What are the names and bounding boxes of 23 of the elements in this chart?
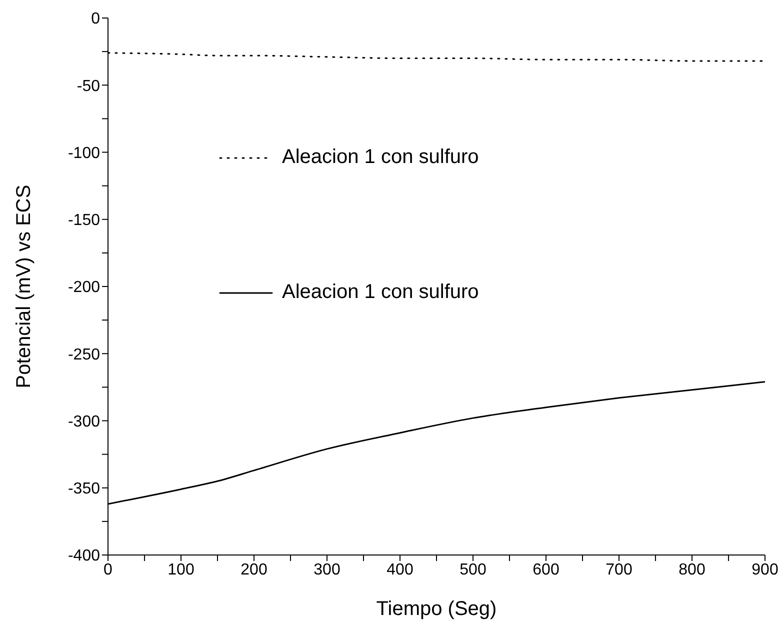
y-tick-label: -400	[68, 548, 100, 565]
x-axis-title: Tiempo (Seg)	[376, 598, 497, 620]
y-tick-label: 0	[91, 10, 100, 28]
y-tick-label: -350	[68, 480, 100, 498]
x-tick-label: 700	[606, 561, 632, 578]
x-tick-label: 200	[240, 561, 268, 578]
x-tick-label: 600	[532, 561, 560, 578]
y-tick-label: -150	[68, 212, 100, 230]
x-tick-label: 800	[678, 561, 706, 578]
legend-label: Aleacion 1 con sulfuro	[282, 146, 479, 169]
legend-label: Aleacion 1 con sulfuro	[282, 281, 479, 304]
x-tick-label: 900	[752, 561, 778, 578]
x-tick-label: 300	[314, 561, 340, 578]
x-tick-label: 500	[460, 561, 486, 578]
x-tick-label: 400	[386, 561, 414, 578]
x-tick-label: 100	[168, 561, 194, 578]
y-tick-label: -100	[68, 144, 100, 162]
y-tick-label: -250	[68, 346, 100, 364]
y-axis-title: Potencial (mV) vs ECS	[13, 184, 36, 388]
x-tick-label: 0	[104, 561, 113, 578]
y-tick-label: -50	[76, 78, 100, 95]
y-tick-label: -200	[68, 279, 100, 296]
y-tick-label: -300	[68, 413, 100, 430]
